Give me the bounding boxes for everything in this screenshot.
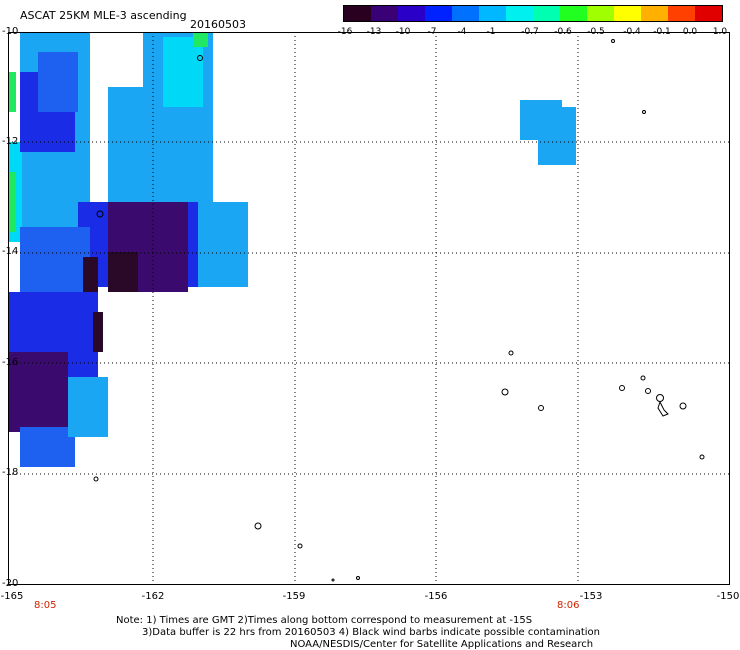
- colorbar-segment: [371, 6, 398, 21]
- island-outline: [657, 400, 669, 417]
- lon-label: -156: [424, 591, 448, 602]
- island-outline: [96, 210, 104, 218]
- colorbar-segment: [479, 6, 506, 21]
- island-outline: [197, 55, 203, 61]
- lat-label: -12: [2, 136, 19, 147]
- product-date: 20160503: [190, 18, 246, 31]
- island-outline: [699, 454, 705, 460]
- lon-label: -153: [579, 591, 603, 602]
- swath-cell: [38, 52, 78, 112]
- colorbar-segment: [506, 6, 533, 21]
- lat-label: -14: [2, 246, 19, 257]
- lat-label: -20: [2, 578, 19, 589]
- island-outlines: [93, 39, 705, 582]
- note-line-1: Note: 1) Times are GMT 2)Times along bot…: [116, 615, 533, 626]
- island-outline: [508, 350, 514, 356]
- island-outline: [611, 39, 615, 43]
- colorbar-segment: [668, 6, 695, 21]
- colorbar: [343, 5, 723, 22]
- swath-cell: [93, 312, 103, 352]
- swath-cell: [20, 427, 75, 467]
- colorbar-segment: [425, 6, 452, 21]
- island-outline: [501, 388, 509, 396]
- map-panel: [8, 32, 730, 585]
- swath-cell: [193, 32, 208, 47]
- colorbar-segment: [344, 6, 371, 21]
- lat-label: -10: [2, 26, 19, 37]
- swath-cell: [538, 107, 576, 165]
- colorbar-segment: [695, 6, 722, 21]
- colorbar-segment: [641, 6, 668, 21]
- swath-cell: [163, 37, 203, 107]
- swath-cell: [8, 352, 68, 432]
- lat-label: -18: [2, 467, 19, 478]
- lon-label: -165: [0, 591, 24, 602]
- island-outline: [297, 543, 303, 549]
- lat-label: -16: [2, 357, 19, 368]
- colorbar-segment: [560, 6, 587, 21]
- colorbar-segment: [452, 6, 479, 21]
- time-label: 8:05: [34, 600, 57, 611]
- colorbar-segment: [587, 6, 614, 21]
- graticule: [8, 32, 730, 585]
- island-outline: [331, 578, 335, 582]
- swath-cell: [20, 227, 90, 297]
- lon-label: -162: [141, 591, 165, 602]
- island-outline: [356, 576, 360, 580]
- colorbar-segment: [614, 6, 641, 21]
- note-line-2: 3)Data buffer is 22 hrs from 20160503 4)…: [142, 627, 600, 638]
- swath-cell: [108, 87, 153, 207]
- island-outline: [642, 110, 646, 114]
- island-outline: [93, 476, 99, 482]
- lon-label: -159: [282, 591, 306, 602]
- colorbar-segment: [533, 6, 560, 21]
- note-line-3: NOAA/NESDIS/Center for Satellite Applica…: [290, 639, 594, 650]
- map-canvas: [8, 32, 730, 585]
- island-outline: [619, 385, 625, 391]
- island-outline: [645, 388, 651, 394]
- island-outline: [640, 375, 646, 381]
- swath-cell: [83, 257, 98, 292]
- island-outline: [254, 522, 262, 530]
- swath-cell: [198, 202, 248, 287]
- wind-swaths: [8, 32, 576, 467]
- swath-cell: [8, 72, 16, 112]
- lon-label: -150: [716, 591, 740, 602]
- swath-cell: [108, 252, 138, 292]
- time-label: 8:06: [557, 600, 580, 611]
- colorbar-segment: [398, 6, 425, 21]
- swath-cell: [68, 377, 108, 437]
- island-outline: [679, 402, 687, 410]
- swath-cell: [8, 172, 16, 232]
- island-outline: [538, 405, 544, 411]
- island-outline: [656, 394, 664, 402]
- map-border: [8, 32, 730, 585]
- product-title: ASCAT 25KM MLE-3 ascending: [20, 9, 187, 22]
